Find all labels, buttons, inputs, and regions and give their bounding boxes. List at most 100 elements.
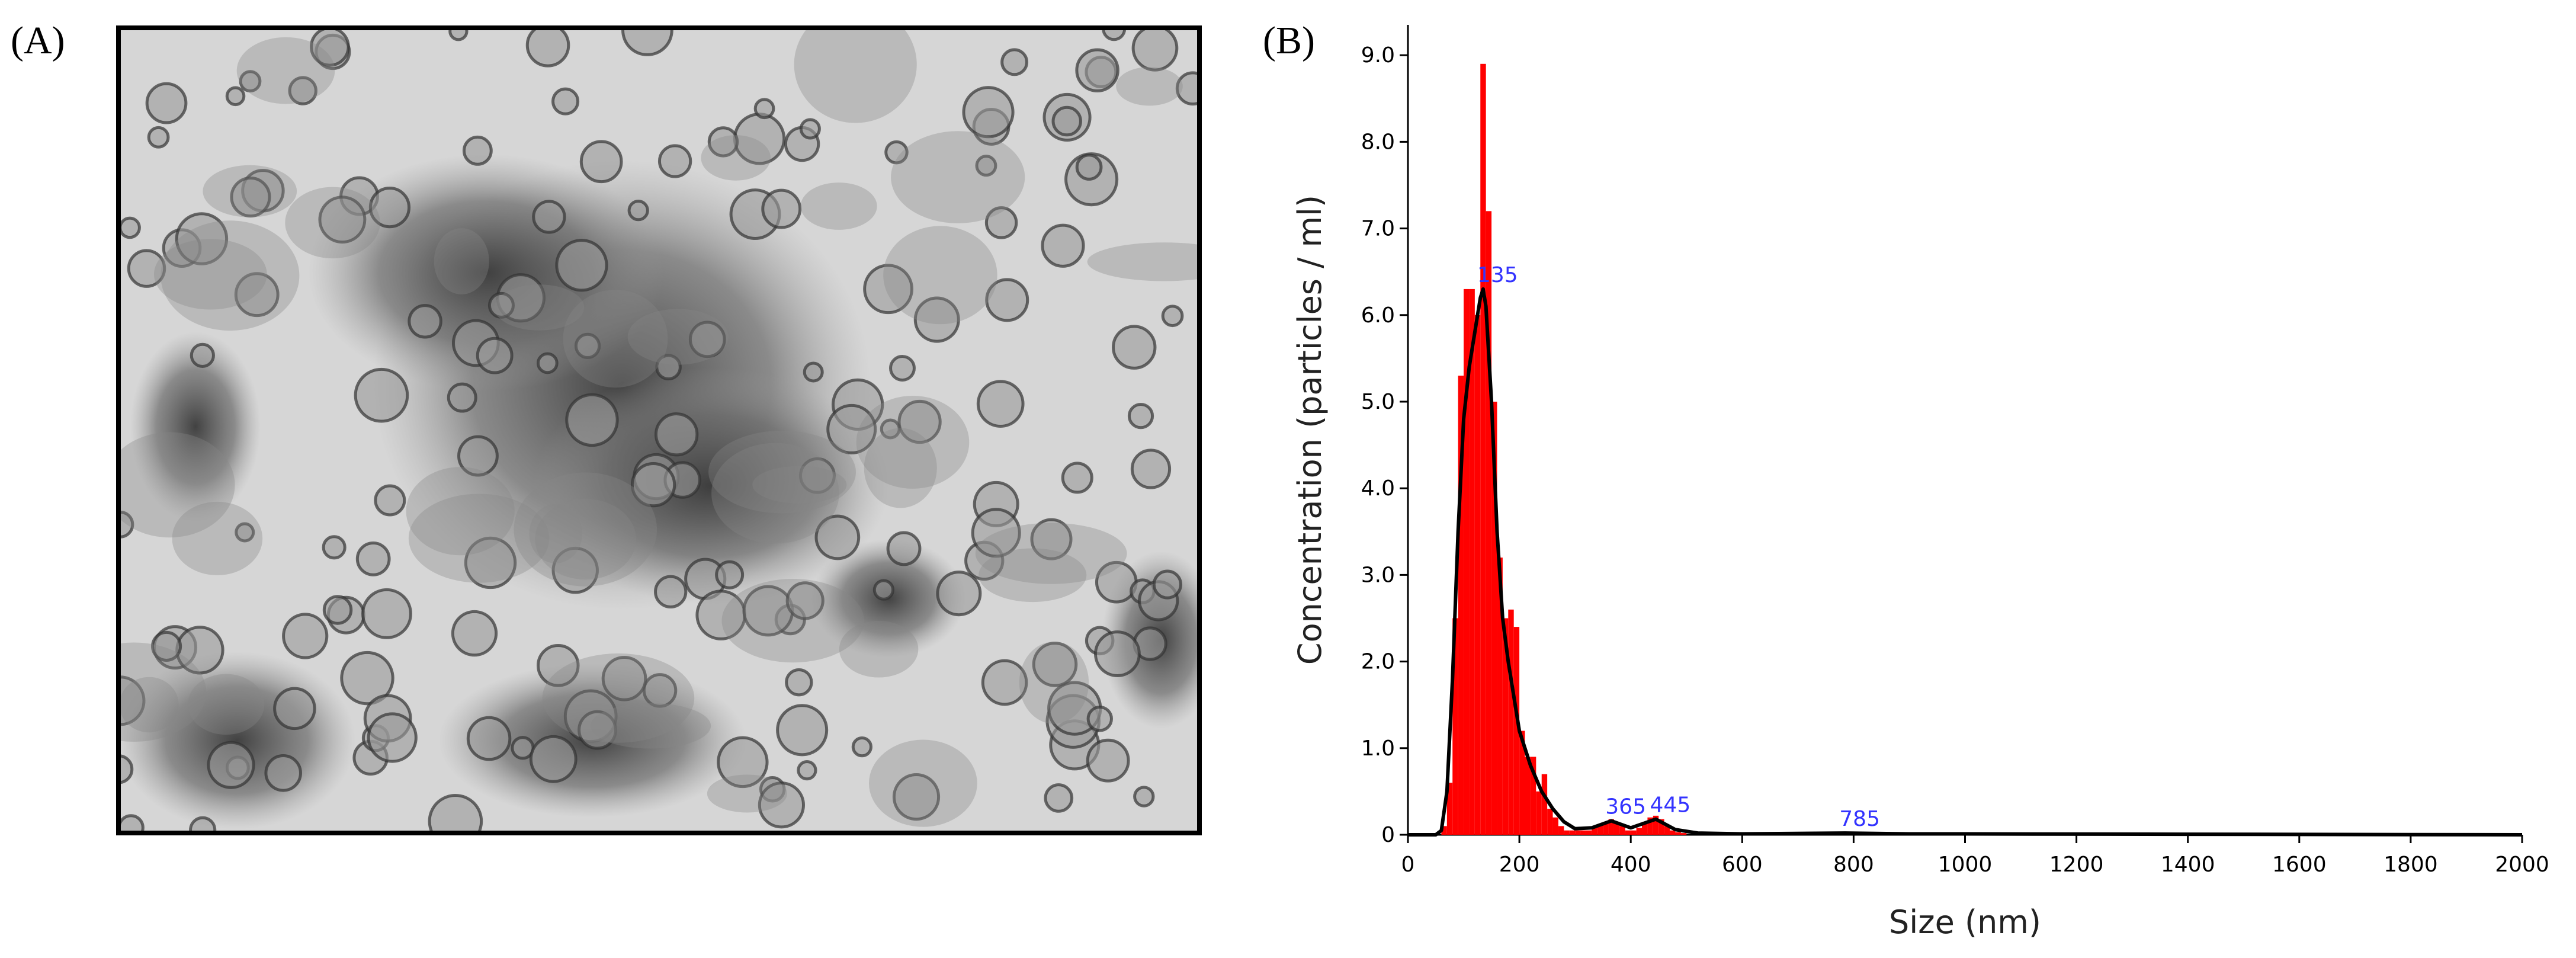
vesicle xyxy=(555,239,608,292)
bar xyxy=(1486,211,1492,835)
bar xyxy=(1670,830,1676,835)
vesicle xyxy=(368,187,411,229)
bar xyxy=(1541,774,1548,835)
micrograph xyxy=(118,28,1199,833)
bar xyxy=(1474,315,1481,835)
vesicle xyxy=(536,643,580,687)
bar xyxy=(1658,819,1664,835)
bar xyxy=(1469,289,1475,835)
vesicle xyxy=(118,216,141,239)
stain-patch xyxy=(864,428,937,508)
x-axis-label: Size (nm) xyxy=(1889,903,2041,941)
vesicle xyxy=(322,595,353,625)
stain-patch xyxy=(161,220,300,331)
y-tick-label: 9.0 xyxy=(1361,43,1395,68)
bar xyxy=(1592,828,1597,835)
stain-cloud xyxy=(130,332,261,521)
stain-patch xyxy=(1019,642,1089,724)
peak-label: 785 xyxy=(1839,807,1880,831)
y-tick-label: 7.0 xyxy=(1361,217,1395,241)
vesicle xyxy=(574,332,601,360)
stain-patch xyxy=(563,290,668,388)
vesicle xyxy=(758,781,806,829)
x-tick-label: 800 xyxy=(1833,853,1874,877)
vesicle xyxy=(354,367,409,423)
vesicle xyxy=(884,140,909,165)
vesicle xyxy=(225,86,246,107)
bar xyxy=(1586,830,1592,835)
peak-label: 365 xyxy=(1605,795,1646,819)
vesicle xyxy=(1041,223,1085,268)
stain-patch xyxy=(434,228,489,294)
stain-patch xyxy=(285,187,380,259)
vesicle xyxy=(936,571,982,617)
vesicle xyxy=(451,610,498,657)
bar xyxy=(1597,824,1603,835)
vesicle xyxy=(776,704,829,757)
bar xyxy=(1680,833,1687,835)
stain-patch xyxy=(542,653,695,743)
vesicle xyxy=(1130,448,1172,489)
vesicle xyxy=(288,76,317,105)
vesicle xyxy=(886,531,922,566)
vesicle xyxy=(1127,403,1154,430)
x-tick-label: 1200 xyxy=(2049,853,2104,877)
bar xyxy=(1608,819,1614,835)
bar xyxy=(1441,826,1447,835)
bar xyxy=(1580,830,1586,835)
vesicle xyxy=(707,126,739,158)
vesicle xyxy=(525,28,570,68)
bar xyxy=(1603,822,1609,835)
stain-patch xyxy=(514,472,657,587)
vesicle xyxy=(797,760,817,781)
vesicle xyxy=(985,278,1029,322)
vesicle xyxy=(785,581,825,620)
stain-patch xyxy=(119,677,179,733)
vesicle xyxy=(282,613,329,659)
bar xyxy=(1452,618,1458,835)
vesicle xyxy=(627,200,649,222)
bar xyxy=(1513,627,1520,835)
vesicle xyxy=(1030,518,1073,560)
stain-patch xyxy=(711,443,839,544)
peak-label: 135 xyxy=(1477,263,1518,287)
vesicle xyxy=(536,352,559,374)
vesicle xyxy=(1161,305,1184,328)
vesicle xyxy=(1061,462,1093,494)
vesicle xyxy=(889,355,916,382)
stain-patch xyxy=(794,28,917,123)
stain-patch xyxy=(1087,242,1199,281)
vesicle xyxy=(127,249,166,288)
bar xyxy=(1625,830,1631,835)
vesicle xyxy=(717,736,769,789)
vesicle xyxy=(322,535,347,560)
vesicle xyxy=(565,393,619,447)
vesicle xyxy=(630,462,676,508)
vesicle xyxy=(654,412,699,457)
stain-patch xyxy=(752,466,847,504)
vesicle xyxy=(207,741,255,789)
panel-label: (A) xyxy=(11,19,65,62)
peak-label: 445 xyxy=(1650,793,1691,818)
vesicle xyxy=(601,655,647,701)
vesicle xyxy=(340,651,394,706)
bar xyxy=(1525,757,1531,835)
vesicle xyxy=(190,342,215,368)
stain-patch xyxy=(891,131,1025,223)
vesicle xyxy=(880,418,901,440)
bar xyxy=(1636,828,1643,835)
bar xyxy=(1647,817,1653,835)
x-tick-label: 0 xyxy=(1401,853,1415,877)
x-tick-label: 1000 xyxy=(1938,853,1993,877)
vesicle xyxy=(657,144,692,178)
vesicle xyxy=(487,291,515,319)
vesicle xyxy=(863,264,914,315)
bar xyxy=(1664,826,1670,835)
vesicle xyxy=(189,816,217,833)
x-tick-label: 600 xyxy=(1722,853,1763,877)
vesicle xyxy=(230,176,271,218)
y-tick-label: 5.0 xyxy=(1361,390,1395,414)
vesicle xyxy=(235,522,255,543)
y-tick-label: 1.0 xyxy=(1361,736,1395,761)
vesicle xyxy=(1000,48,1029,76)
